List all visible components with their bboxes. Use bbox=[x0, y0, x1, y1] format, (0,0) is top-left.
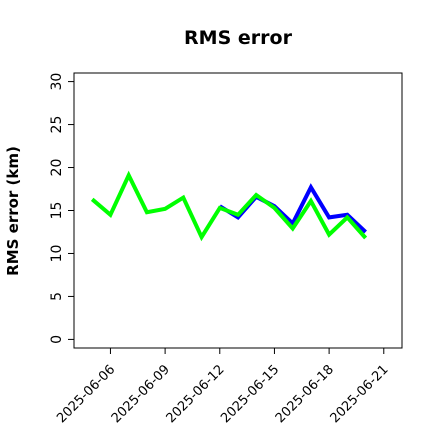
y-tick-label: 10 bbox=[49, 245, 65, 263]
y-tick-label: 0 bbox=[49, 335, 65, 344]
plot-frame bbox=[73, 72, 403, 349]
y-tick-label: 30 bbox=[49, 73, 65, 91]
series-layer bbox=[90, 170, 368, 242]
x-tick-label: 2025-06-21 bbox=[328, 362, 392, 426]
series-line-1 bbox=[90, 170, 368, 242]
x-axis: 2025-06-062025-06-092025-06-122025-06-15… bbox=[54, 348, 392, 426]
y-axis: 0 5 10 15 20 25 30 bbox=[49, 73, 74, 344]
y-axis-label: RMS error (km) bbox=[4, 146, 22, 276]
y-tick-label: 5 bbox=[49, 292, 65, 301]
y-tick-label: 15 bbox=[49, 202, 65, 220]
y-tick-label: 20 bbox=[49, 159, 65, 177]
y-tick-label: 25 bbox=[49, 116, 65, 134]
chart-title: RMS error bbox=[184, 27, 293, 49]
